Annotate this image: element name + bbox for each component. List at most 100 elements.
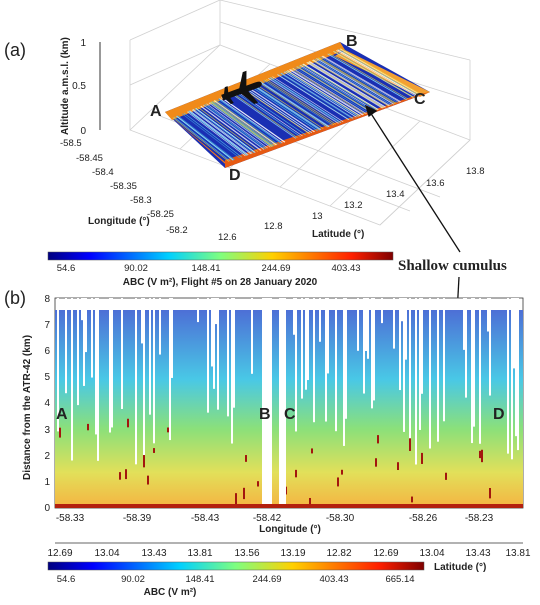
- curtain-plot: [55, 298, 523, 508]
- cloud-echo: [257, 481, 259, 487]
- ribbon-stripe: [219, 98, 283, 144]
- clear-column: [363, 298, 365, 394]
- airplane-icon: [221, 70, 262, 105]
- clear-column: [135, 298, 137, 465]
- ribbon-stripe: [203, 104, 265, 150]
- ribbon-stripe: [286, 70, 361, 117]
- corner-label-b: B: [346, 33, 358, 50]
- ribbon-stripe: [318, 57, 397, 104]
- ribbon-stripe: [213, 100, 277, 146]
- ribbon-stripe: [218, 98, 282, 144]
- y-tick: 1: [44, 477, 50, 488]
- ribbon-stripe: [231, 93, 297, 139]
- clear-column: [231, 298, 233, 444]
- ribbon-stripe: [214, 100, 278, 146]
- clear-column: [97, 298, 99, 461]
- clear-column: [511, 298, 513, 460]
- clear-column: [365, 298, 367, 351]
- clear-column: [513, 298, 515, 369]
- colorbar-b-tick: 90.02: [121, 574, 145, 585]
- ribbon-stripe: [281, 72, 354, 119]
- ribbon-stripe: [192, 109, 252, 155]
- ribbon-stripe: [188, 111, 247, 156]
- y-tick: 0: [44, 503, 50, 514]
- ribbon-stripe: [307, 61, 384, 109]
- lat-tick: 13: [312, 211, 323, 222]
- ribbon-stripe: [235, 91, 301, 137]
- clear-column: [159, 298, 161, 355]
- clear-column: [403, 298, 405, 432]
- y-tick: 6: [44, 346, 50, 357]
- lon-tick-b: -58.42: [253, 513, 282, 524]
- segment-gap: [279, 298, 286, 508]
- cloud-echo: [311, 448, 313, 454]
- ribbon-stripe: [329, 52, 409, 100]
- lon-tick: -58.45: [76, 153, 103, 164]
- cloud-echo: [397, 462, 399, 471]
- clear-column: [307, 298, 309, 381]
- ribbon-stripe: [176, 115, 235, 161]
- clear-column: [95, 298, 97, 435]
- lat-tick: 12.6: [218, 232, 237, 243]
- y-tick: 7: [44, 320, 50, 331]
- clear-column: [111, 298, 113, 428]
- cloud-echo: [489, 488, 491, 499]
- clear-column: [141, 298, 143, 344]
- ribbon-stripe: [269, 77, 340, 124]
- ribbon-stripe: [242, 88, 310, 134]
- clear-column: [487, 298, 489, 332]
- cloud-echo: [147, 475, 149, 485]
- segment-gap: [262, 298, 272, 508]
- segment-label-b: B: [259, 406, 271, 423]
- ribbon-stripe: [259, 81, 329, 128]
- ribbon-stripe: [308, 61, 385, 108]
- cloud-echo: [409, 438, 411, 451]
- y-tick: 3: [44, 425, 50, 436]
- ribbon-stripe: [320, 56, 399, 103]
- ribbon-stripe: [263, 80, 333, 126]
- y-tick: 5: [44, 372, 50, 383]
- clear-column: [357, 298, 359, 351]
- clear-column: [343, 298, 345, 446]
- segment-label-a: A: [56, 406, 68, 423]
- ribbon-stripe: [277, 74, 350, 120]
- colorbar-a-tick: 54.6: [57, 263, 76, 274]
- lat-tick: 13.2: [344, 200, 363, 211]
- cloud-echo: [337, 477, 339, 487]
- ribbon-stripe: [338, 49, 420, 96]
- ribbon-stripe: [300, 64, 376, 111]
- colorbar-b-tick: 244.69: [252, 574, 281, 585]
- clear-column: [91, 298, 93, 378]
- lat-tick-b: 12.69: [47, 548, 72, 559]
- ribbon-stripe: [316, 58, 394, 105]
- clear-column: [335, 298, 337, 432]
- lon-tick-b: -58.43: [191, 513, 220, 524]
- lon-tick: -58.25: [147, 209, 174, 220]
- ribbon-stripe: [209, 102, 272, 148]
- ribbon-stripe: [251, 84, 320, 131]
- y-axis-label-b: Distance from the ATR-42 (km): [22, 335, 33, 480]
- cloud-echo: [59, 427, 61, 438]
- ribbon-stripe: [340, 48, 422, 95]
- flight-curtain-3d: [165, 42, 430, 168]
- ribbon-stripe: [177, 115, 235, 160]
- lon-tick-b: -58.30: [326, 513, 355, 524]
- lat-axis-label-a: Latitude (°): [312, 229, 364, 240]
- ribbon-stripe: [187, 111, 246, 157]
- cloud-echo: [481, 449, 483, 463]
- z-tick-0: 0: [80, 126, 86, 137]
- ribbon-stripe: [176, 115, 234, 161]
- ribbon-stripe: [232, 92, 298, 139]
- surface-return: [55, 504, 523, 508]
- corner-label-a: A: [150, 103, 162, 120]
- ribbon-stripe: [195, 108, 256, 153]
- ribbon-stripe: [311, 60, 389, 107]
- y-tick: 8: [44, 294, 50, 305]
- clear-column: [211, 298, 213, 367]
- colorbar-b-ticks: 54.6 90.02 148.41 244.69 403.43 665.14: [57, 574, 415, 585]
- ribbon-stripe: [253, 84, 322, 130]
- ribbon-stripe: [210, 101, 273, 147]
- ribbon-stripe: [268, 78, 339, 124]
- clear-column: [319, 298, 321, 342]
- clear-column: [169, 298, 171, 441]
